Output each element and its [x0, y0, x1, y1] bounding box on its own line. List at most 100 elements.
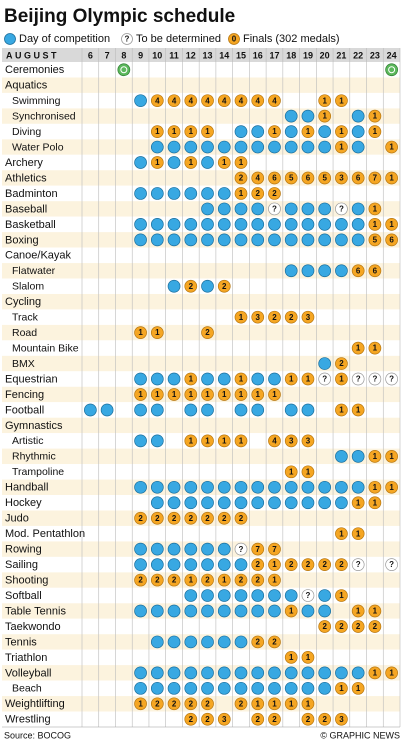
competition-day: [184, 681, 198, 695]
final-day: [335, 140, 348, 154]
final-day: [184, 279, 198, 293]
competition-day: [234, 140, 248, 154]
row-band: [2, 123, 400, 140]
sport-label: Mod. Pentathlon: [5, 528, 85, 540]
tbd-symbol: ?: [356, 375, 361, 384]
competition-day: [234, 202, 248, 216]
competition-day: [167, 218, 181, 231]
competition-day: [167, 140, 181, 154]
sport-label: Equestrian: [5, 373, 58, 385]
medal-count: 1: [306, 467, 311, 476]
medal-count: 1: [306, 699, 311, 708]
final-day: [368, 480, 382, 494]
medal-count: 2: [222, 514, 227, 523]
medal-count: 2: [172, 514, 177, 523]
row-band: [2, 541, 400, 557]
row-band: [2, 711, 400, 727]
medal-count: 1: [256, 699, 261, 708]
medal-count: 1: [172, 127, 177, 136]
competition-day: [167, 372, 181, 386]
competition-day: [201, 558, 214, 571]
final-day: [217, 712, 231, 726]
final-day: [217, 434, 231, 448]
competition-day: [335, 480, 348, 494]
sport-label: Mountain Bike: [12, 342, 79, 354]
row-band: [2, 634, 400, 650]
medal-count: 2: [272, 313, 277, 322]
competition-day: [335, 450, 348, 463]
day-label: 14: [219, 50, 229, 60]
final-day: [385, 666, 398, 680]
medal-count: 3: [306, 313, 311, 322]
medal-count: 1: [155, 390, 160, 399]
competition-day: [284, 681, 298, 695]
ceremony-day: [385, 63, 398, 77]
medal-count: 1: [389, 483, 394, 492]
final-day: [301, 558, 315, 571]
competition-day: [335, 666, 348, 680]
medal-count: 2: [205, 576, 210, 585]
final-day: [134, 511, 147, 525]
tbd-day: [335, 202, 348, 216]
competition-day: [167, 156, 181, 169]
final-day: [268, 310, 281, 324]
competition-day: [251, 125, 265, 138]
medal-count: 1: [373, 452, 378, 461]
medal-count: 1: [322, 96, 327, 105]
final-day: [284, 697, 298, 711]
sport-label: Beach: [12, 683, 42, 695]
competition-day: [134, 542, 147, 556]
final-day: [368, 109, 382, 123]
sport-label: Diving: [12, 126, 41, 138]
competition-day: [251, 480, 265, 494]
competition-day: [234, 125, 248, 138]
medal-count: 1: [289, 607, 294, 616]
competition-day: [268, 604, 281, 618]
competition-day: [100, 403, 114, 417]
credit: © GRAPHIC NEWS: [320, 730, 400, 740]
competition-day: [150, 187, 164, 200]
competition-day: [150, 681, 164, 695]
competition-day: [351, 666, 365, 680]
medal-count: 1: [272, 127, 277, 136]
medal-count: 2: [239, 699, 244, 708]
sport-label: Softball: [5, 590, 42, 602]
competition-day: [234, 681, 248, 695]
competition-day: [284, 480, 298, 494]
tbd-symbol: ?: [272, 205, 277, 214]
row-band: [2, 479, 400, 496]
final-day: [268, 125, 281, 138]
day-label: 16: [253, 50, 263, 60]
final-day: [368, 218, 382, 231]
medal-count: 1: [138, 328, 143, 337]
competition-day: [351, 450, 365, 463]
medal-count: 4: [256, 96, 261, 105]
final-day: [368, 233, 382, 247]
sport-label: Triathlon: [5, 652, 47, 664]
final-day: [335, 712, 348, 726]
sport-label: Athletics: [5, 172, 47, 184]
competition-day: [217, 635, 231, 649]
competition-day: [167, 233, 181, 247]
sport-label: Handball: [5, 482, 48, 494]
sport-label: Football: [5, 404, 44, 416]
final-day: [234, 156, 248, 169]
competition-day: [234, 403, 248, 417]
final-day: [335, 589, 348, 602]
competition-day: [251, 681, 265, 695]
competition-day: [234, 558, 248, 571]
medal-count: 1: [222, 437, 227, 446]
competition-day: [184, 187, 198, 200]
row-band: [2, 495, 400, 511]
final-day: [268, 573, 281, 587]
final-day: [351, 681, 365, 695]
final-day: [251, 712, 265, 726]
competition-day: [301, 140, 315, 154]
medal-count: 1: [272, 560, 277, 569]
medal-count: 1: [356, 529, 361, 538]
medal-count: 2: [339, 622, 344, 631]
final-day: [335, 372, 348, 386]
final-day: [184, 372, 198, 386]
competition-day: [150, 635, 164, 649]
final-day: [150, 697, 164, 711]
